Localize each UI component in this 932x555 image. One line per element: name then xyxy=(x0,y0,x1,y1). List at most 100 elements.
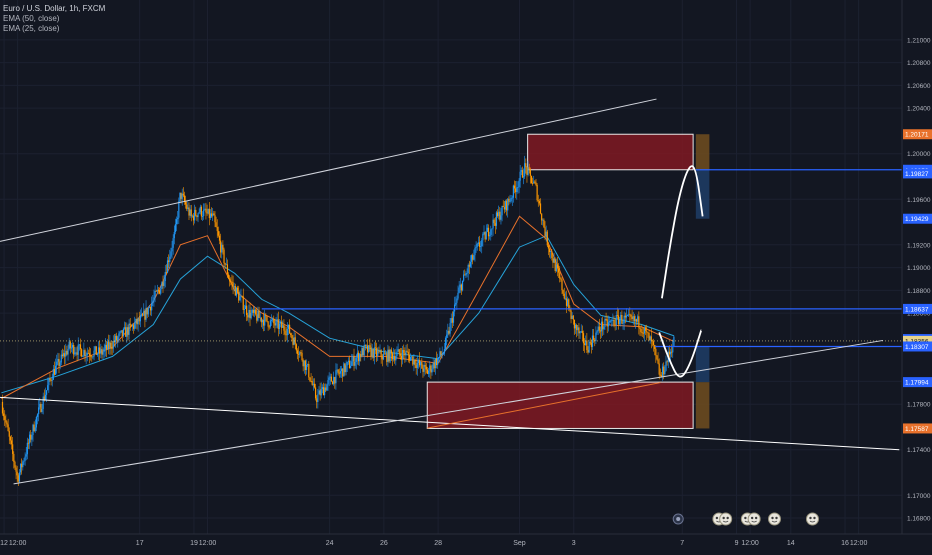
candle-up xyxy=(93,350,95,357)
candle-up xyxy=(389,349,391,362)
candle-up xyxy=(500,215,502,220)
candle-up xyxy=(166,260,169,273)
candle-down xyxy=(125,327,127,337)
candle-down xyxy=(422,368,424,372)
candle-up xyxy=(103,348,105,352)
candle-down xyxy=(576,324,578,331)
candle-down xyxy=(403,350,405,353)
candle-down xyxy=(342,368,344,377)
position-box xyxy=(695,134,710,170)
candle-up xyxy=(38,407,40,415)
candle-down xyxy=(183,195,186,202)
candle-up xyxy=(434,358,437,369)
candle-up xyxy=(321,387,323,389)
candle-up xyxy=(248,310,250,318)
news-icon-mouth xyxy=(722,520,729,523)
price-axis-background xyxy=(902,0,932,534)
time-tick-label: 12:00 xyxy=(199,540,217,547)
candle-down xyxy=(440,351,442,355)
candle-down xyxy=(642,332,644,334)
candle-up xyxy=(52,368,54,380)
time-tick-label: 12:00 xyxy=(741,540,759,547)
candle-down xyxy=(364,344,366,346)
candle-up xyxy=(326,384,328,391)
candle-down xyxy=(640,329,642,333)
price-label-box xyxy=(903,213,932,224)
price-tick-label: 1.19200 xyxy=(907,242,931,249)
candle-up xyxy=(189,209,191,216)
candle-up xyxy=(347,360,349,363)
candle-up xyxy=(510,198,512,202)
candle-down xyxy=(252,309,255,313)
candle-up xyxy=(143,310,145,316)
candle-up xyxy=(32,424,34,436)
candle-down xyxy=(49,378,51,380)
price-label: 1.17587 xyxy=(905,426,929,433)
candle-up xyxy=(119,331,121,334)
candle-down xyxy=(284,330,286,335)
candle-down xyxy=(116,335,118,341)
time-tick-label: 16 xyxy=(841,540,849,547)
price-tick-label: 1.17400 xyxy=(907,447,931,454)
candle-down xyxy=(301,352,303,361)
candle-down xyxy=(30,434,32,440)
candle-up xyxy=(387,349,389,362)
candle-down xyxy=(656,355,658,360)
candle-up xyxy=(467,264,469,274)
candle-up xyxy=(161,282,163,289)
candle-up xyxy=(673,336,675,347)
candle-down xyxy=(581,331,583,334)
candle-down xyxy=(521,170,524,178)
candle-down xyxy=(15,467,17,472)
candle-up xyxy=(446,334,448,338)
candle-down xyxy=(50,379,52,381)
candle-up xyxy=(336,369,338,371)
candle-down xyxy=(544,227,546,236)
candle-up xyxy=(625,315,628,318)
candle-down xyxy=(157,290,160,291)
candle-down xyxy=(186,204,188,209)
candle-up xyxy=(520,170,522,172)
candle-down xyxy=(654,345,656,350)
candle-down xyxy=(668,351,670,355)
news-icon-eye xyxy=(775,516,778,520)
price-tick-label: 1.17800 xyxy=(907,402,931,409)
candle-up xyxy=(431,369,433,373)
candle-down xyxy=(144,310,146,320)
candle-down xyxy=(528,167,530,170)
candle-up xyxy=(379,350,381,353)
candle-down xyxy=(650,336,652,341)
candle-up xyxy=(610,320,612,322)
trendline xyxy=(13,339,884,485)
candle-down xyxy=(590,342,592,347)
candle-down xyxy=(572,315,574,320)
candle-down xyxy=(639,327,641,330)
candle-up xyxy=(62,353,65,357)
candle-down xyxy=(322,387,325,396)
candle-up xyxy=(643,327,646,334)
candle-up xyxy=(437,358,439,366)
candle-down xyxy=(424,364,426,367)
candle-down xyxy=(21,463,23,468)
candle-up xyxy=(128,323,130,335)
candle-down xyxy=(390,349,392,354)
projection-path xyxy=(661,165,704,299)
candle-up xyxy=(305,364,308,371)
candle-up xyxy=(137,318,139,325)
price-tick-label: 1.20600 xyxy=(907,83,931,90)
candle-up xyxy=(591,335,594,347)
candle-down xyxy=(404,352,406,356)
candle-up xyxy=(600,321,603,332)
candle-down xyxy=(256,314,258,321)
candle-up xyxy=(60,354,62,363)
candle-down xyxy=(399,353,401,356)
candle-down xyxy=(101,349,103,355)
news-icon-eye xyxy=(715,516,719,520)
candle-down xyxy=(430,365,432,373)
candle-down xyxy=(635,319,638,322)
candle-down xyxy=(61,354,63,357)
candle-up xyxy=(19,463,22,473)
candle-up xyxy=(477,242,479,244)
